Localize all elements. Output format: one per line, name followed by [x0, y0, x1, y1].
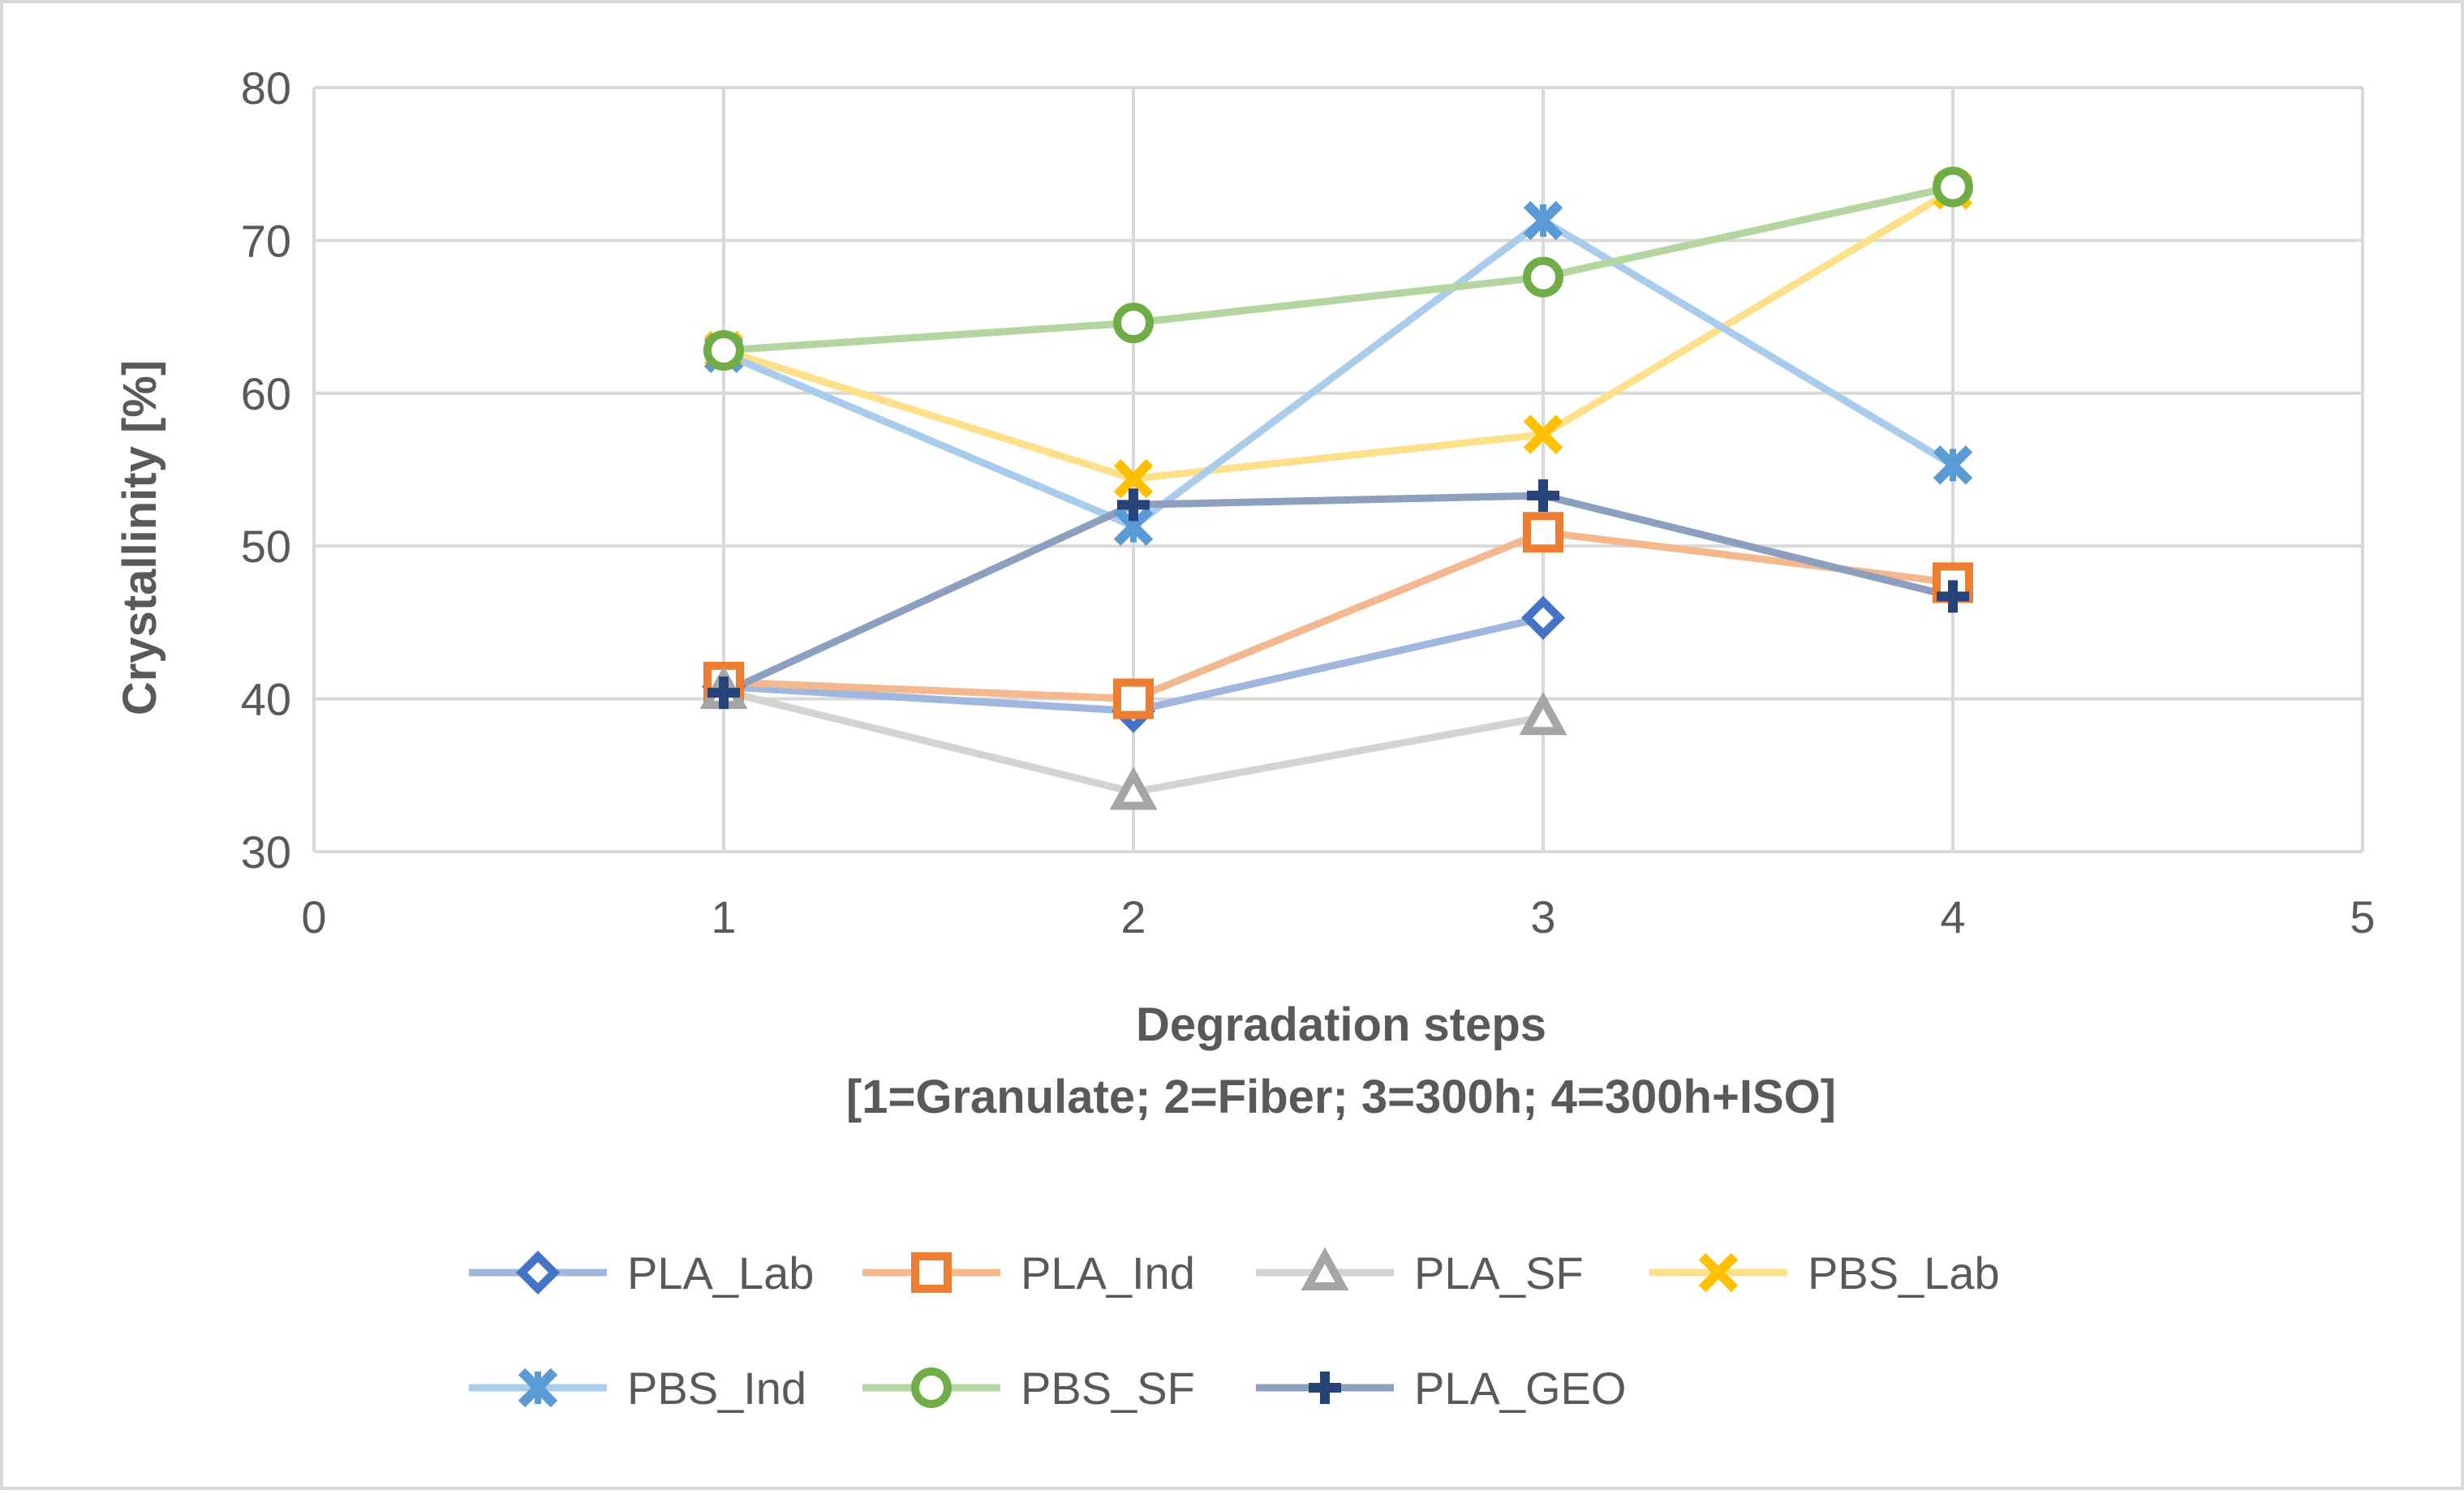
legend-marker	[1309, 1372, 1341, 1404]
y-tick-label: 40	[241, 674, 291, 725]
series-line-pla-ind	[720, 528, 1957, 703]
legend-label: PBS_Lab	[1808, 1247, 2000, 1299]
legend-marker	[911, 1367, 952, 1408]
legend-marker	[1698, 1252, 1739, 1293]
data-point-pbs-sf	[1933, 166, 1973, 208]
legend-item-pbs-lab: PBS_Lab	[1649, 1247, 2000, 1299]
legend-item-pla-sf: PLA_SF	[1256, 1247, 1584, 1299]
legend-item-pla-lab: PLA_Lab	[469, 1247, 814, 1299]
data-point-pla-geo	[707, 676, 740, 710]
x-tick-label: 3	[1530, 891, 1555, 942]
legend-label: PLA_Ind	[1021, 1247, 1195, 1299]
data-point-pbs-lab	[1113, 459, 1154, 499]
legend-marker	[518, 1367, 558, 1408]
data-point-pbs-sf	[1113, 303, 1154, 344]
series-line-pbs-ind	[720, 217, 1957, 530]
data-point-pla-geo	[1527, 479, 1559, 513]
series-line-pbs-sf	[720, 182, 1957, 354]
legend-item-pbs-sf: PBS_SF	[862, 1363, 1195, 1414]
x-axis-title: Degradation steps	[1136, 998, 1546, 1051]
y-tick-label: 80	[241, 62, 291, 114]
legend-item-pla-geo: PLA_GEO	[1256, 1363, 1626, 1414]
data-point-pbs-ind	[1523, 200, 1563, 241]
data-point-pbs-ind	[1933, 445, 1973, 485]
data-point-pla-ind	[1523, 512, 1563, 553]
x-axis-subtitle: [1=Granulate; 2=Fiber; 3=300h; 4=300h+IS…	[846, 1071, 1836, 1123]
axes: 30 40 50 60 70 80 0 1 2 3 4 5	[241, 62, 2376, 942]
x-tick-label: 0	[301, 891, 326, 942]
data-point-pla-sf	[1109, 766, 1158, 810]
axis-labels: Degradation steps [1=Granulate; 2=Fiber;…	[114, 360, 1836, 1123]
data-point-pla-lab	[1520, 595, 1566, 640]
data-point-pla-sf	[1519, 691, 1567, 736]
data-point-pbs-sf	[703, 330, 744, 371]
y-axis-title: Crystallinity [%]	[114, 360, 166, 715]
legend-label: PLA_SF	[1414, 1247, 1584, 1299]
x-tick-label: 4	[1940, 891, 1965, 942]
legend-label: PLA_GEO	[1414, 1363, 1626, 1414]
legend: PLA_Lab PLA_Ind PLA_SF PBS_Lab PBS_Ind PBS_SF…	[469, 1247, 2000, 1414]
x-tick-label: 1	[711, 891, 736, 942]
data-point-pla-ind	[1113, 678, 1154, 719]
data-point-pbs-lab	[1523, 414, 1563, 454]
legend-label: PLA_Lab	[627, 1247, 814, 1299]
y-tick-label: 50	[241, 521, 291, 572]
legend-marker	[911, 1252, 952, 1293]
data-point-pbs-sf	[1523, 256, 1563, 298]
x-tick-label: 5	[2350, 891, 2375, 942]
legend-marker	[1301, 1247, 1349, 1290]
series-markers	[699, 166, 1973, 810]
series-line-pla-geo	[720, 492, 1957, 697]
legend-item-pla-ind: PLA_Ind	[862, 1247, 1195, 1299]
legend-marker	[515, 1250, 561, 1295]
legend-label: PBS_Ind	[627, 1363, 806, 1414]
x-tick-label: 2	[1120, 891, 1146, 942]
series-line-pbs-lab	[720, 186, 1957, 483]
data-point-pla-geo	[1937, 580, 1969, 613]
legend-item-pbs-ind: PBS_Ind	[469, 1363, 806, 1414]
data-point-pla-geo	[1117, 488, 1150, 522]
y-tick-label: 60	[241, 368, 291, 419]
y-tick-label: 70	[241, 215, 291, 266]
y-tick-label: 30	[241, 826, 291, 878]
legend-label: PBS_SF	[1021, 1363, 1195, 1414]
gridlines	[312, 86, 2364, 853]
